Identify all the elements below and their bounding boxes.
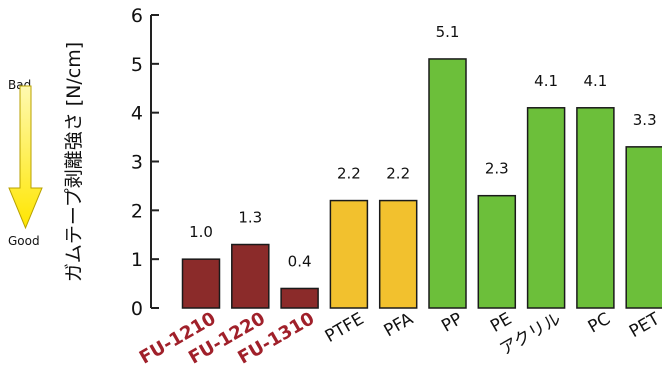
bar: [378, 199, 418, 309]
bar: [526, 107, 566, 309]
good-label: Good: [8, 234, 40, 248]
category-label: PE: [487, 309, 515, 337]
value-label: 2.2: [386, 165, 410, 183]
bar: [231, 243, 270, 309]
y-tick-label: 5: [131, 54, 143, 76]
category-label: PC: [585, 309, 614, 337]
bar: [477, 194, 517, 309]
category-label: PET: [626, 309, 662, 342]
value-label: 4.1: [583, 72, 607, 90]
bar: [280, 287, 319, 309]
value-label: 2.2: [337, 165, 361, 183]
category-label: PP: [438, 309, 466, 337]
y-tick-label: 3: [131, 152, 143, 174]
value-labels: 1.0 1.3 0.4 2.2 2.2 5.1 2.3 4.1 4.1 3.3: [189, 23, 657, 271]
y-tick-label: 2: [131, 200, 143, 222]
value-label: 0.4: [288, 252, 312, 270]
bar: [576, 107, 615, 309]
y-axis-ticks: 0 1 2 3 4 5 6: [131, 5, 159, 320]
bars: [181, 58, 662, 309]
bar: [329, 199, 369, 309]
category-label: PTFE: [322, 309, 368, 347]
value-label: 5.1: [436, 23, 460, 41]
value-label: 1.3: [238, 209, 262, 227]
bar: [625, 146, 662, 309]
down-arrow-icon: [8, 85, 43, 230]
bad-good-indicator: Bad Good: [8, 78, 43, 248]
y-axis-title: ガムテープ剥離強さ [N/cm]: [63, 42, 85, 282]
value-label: 3.3: [633, 111, 657, 129]
value-label: 4.1: [534, 72, 558, 90]
y-tick-label: 6: [131, 5, 143, 27]
category-label: PFA: [381, 309, 417, 342]
bar: [181, 258, 221, 309]
value-label: 1.0: [189, 223, 213, 241]
y-tick-label: 4: [131, 103, 143, 125]
value-label: 2.3: [485, 160, 509, 178]
y-tick-label: 1: [131, 249, 143, 271]
y-tick-label: 0: [131, 298, 143, 320]
bar: [428, 58, 467, 309]
